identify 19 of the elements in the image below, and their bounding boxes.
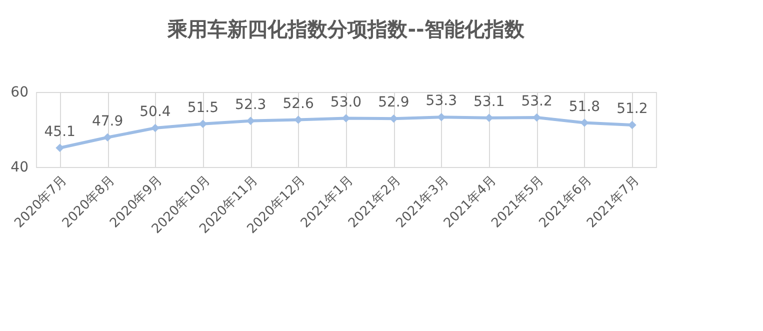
text: 52.9 [378, 94, 410, 111]
chart-title: 乘用车新四化指数分项指数--智能化指数 [166, 17, 526, 41]
text: 53.0 [330, 94, 362, 110]
text: 47.9 [92, 113, 124, 130]
text: 53.2 [521, 94, 552, 110]
text: 52.3 [235, 96, 266, 113]
text: 53.3 [426, 93, 457, 110]
text: 51.2 [616, 101, 648, 117]
text: 51.5 [187, 100, 219, 116]
point [103, 133, 112, 142]
text: 45.1 [44, 124, 76, 140]
y-tick-label: 60 [10, 84, 28, 100]
text: 53.1 [473, 94, 505, 110]
text: 51.8 [568, 98, 600, 115]
text: 50.4 [140, 104, 171, 120]
point [151, 124, 160, 132]
y-tick-label: 40 [10, 160, 28, 176]
point [56, 144, 64, 152]
text: 52.6 [282, 96, 314, 112]
